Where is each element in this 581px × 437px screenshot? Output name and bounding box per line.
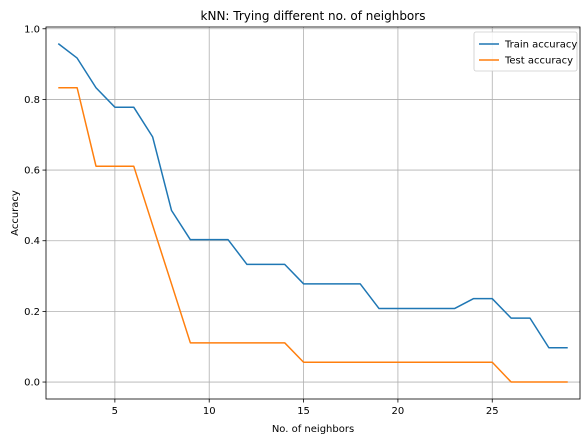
series-line-train: [57, 43, 568, 349]
y-tick-label: 1.0: [24, 24, 40, 35]
x-tick-label: 20: [392, 406, 405, 417]
grid: [46, 27, 580, 399]
plot-frame: [45, 26, 581, 400]
chart-title: kNN: Trying different no. of neighbors: [201, 9, 426, 23]
x-tick-label: 25: [486, 406, 499, 417]
y-tick-label: 0.8: [24, 95, 40, 106]
y-tick-label: 0.6: [24, 166, 40, 177]
y-tick-label: 0.2: [24, 307, 40, 318]
legend-label: Train accuracy: [504, 40, 577, 51]
legend-label: Test accuracy: [504, 56, 573, 67]
legend: Train accuracy Test accuracy: [473, 31, 578, 72]
x-tick-label: 15: [297, 406, 310, 417]
y-axis-ticks: 0.0 0.2 0.4 0.6 0.8 1.0: [24, 24, 46, 389]
plot-area: [46, 27, 580, 399]
x-axis-ticks: 51015202530: [112, 399, 581, 417]
y-tick-label: 0.4: [24, 236, 40, 247]
x-axis-label: No. of neighbors: [272, 424, 354, 435]
series-line-test: [58, 87, 568, 383]
x-tick-label: 10: [203, 406, 216, 417]
y-axis-label: Accuracy: [10, 190, 21, 236]
x-tick-label: 5: [112, 406, 118, 417]
legend-box: [473, 31, 578, 72]
y-tick-label: 0.0: [24, 378, 40, 389]
series-lines: [57, 43, 568, 383]
